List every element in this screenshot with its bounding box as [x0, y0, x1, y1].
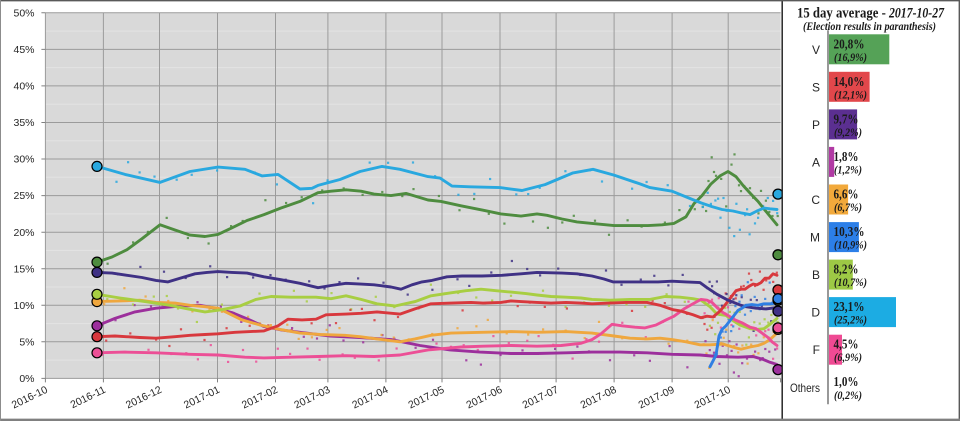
svg-text:S: S	[812, 80, 820, 94]
svg-text:(6,9%): (6,9%)	[834, 352, 862, 364]
svg-text:10%: 10%	[13, 300, 34, 312]
svg-text:15 day average - 2017-10-27: 15 day average - 2017-10-27	[797, 6, 944, 22]
svg-text:V: V	[812, 43, 820, 57]
svg-text:4,5%: 4,5%	[834, 337, 859, 352]
svg-text:B: B	[812, 268, 820, 282]
svg-text:6,6%: 6,6%	[834, 187, 859, 202]
svg-text:F: F	[813, 343, 820, 357]
svg-text:5%: 5%	[19, 336, 34, 348]
svg-text:Others: Others	[790, 381, 820, 395]
svg-text:15%: 15%	[13, 263, 34, 275]
svg-text:(10,9%): (10,9%)	[834, 240, 867, 252]
svg-text:(0,2%): (0,2%)	[834, 390, 862, 402]
svg-text:25%: 25%	[13, 190, 34, 202]
svg-text:M: M	[810, 231, 820, 245]
svg-text:(25,2%): (25,2%)	[834, 315, 867, 327]
svg-text:P: P	[812, 118, 820, 132]
svg-text:1,8%: 1,8%	[834, 149, 859, 164]
svg-text:(1,2%): (1,2%)	[834, 164, 862, 176]
svg-text:1,0%: 1,0%	[834, 374, 859, 389]
svg-text:C: C	[811, 193, 820, 207]
svg-text:23,1%: 23,1%	[834, 299, 865, 314]
svg-text:20,8%: 20,8%	[834, 36, 865, 51]
svg-text:(16,9%): (16,9%)	[834, 52, 867, 64]
svg-text:50%: 50%	[13, 7, 34, 19]
svg-text:(6,7%): (6,7%)	[834, 202, 862, 214]
svg-text:0%: 0%	[19, 373, 34, 385]
svg-text:10,3%: 10,3%	[834, 224, 865, 239]
svg-text:20%: 20%	[13, 227, 34, 239]
svg-text:(12,1%): (12,1%)	[834, 89, 867, 101]
svg-text:30%: 30%	[13, 154, 34, 166]
svg-text:A: A	[812, 155, 820, 169]
svg-text:(9,2%): (9,2%)	[834, 127, 862, 139]
svg-text:D: D	[811, 306, 820, 320]
svg-text:9,7%: 9,7%	[834, 111, 859, 126]
svg-text:(Election results in paranthes: (Election results in paranthesis)	[803, 19, 936, 33]
svg-text:(10,7%): (10,7%)	[834, 277, 867, 289]
svg-text:45%: 45%	[13, 44, 34, 56]
svg-text:40%: 40%	[13, 81, 34, 93]
svg-text:14,0%: 14,0%	[834, 74, 865, 89]
svg-text:35%: 35%	[13, 117, 34, 129]
svg-text:8,2%: 8,2%	[834, 262, 859, 277]
